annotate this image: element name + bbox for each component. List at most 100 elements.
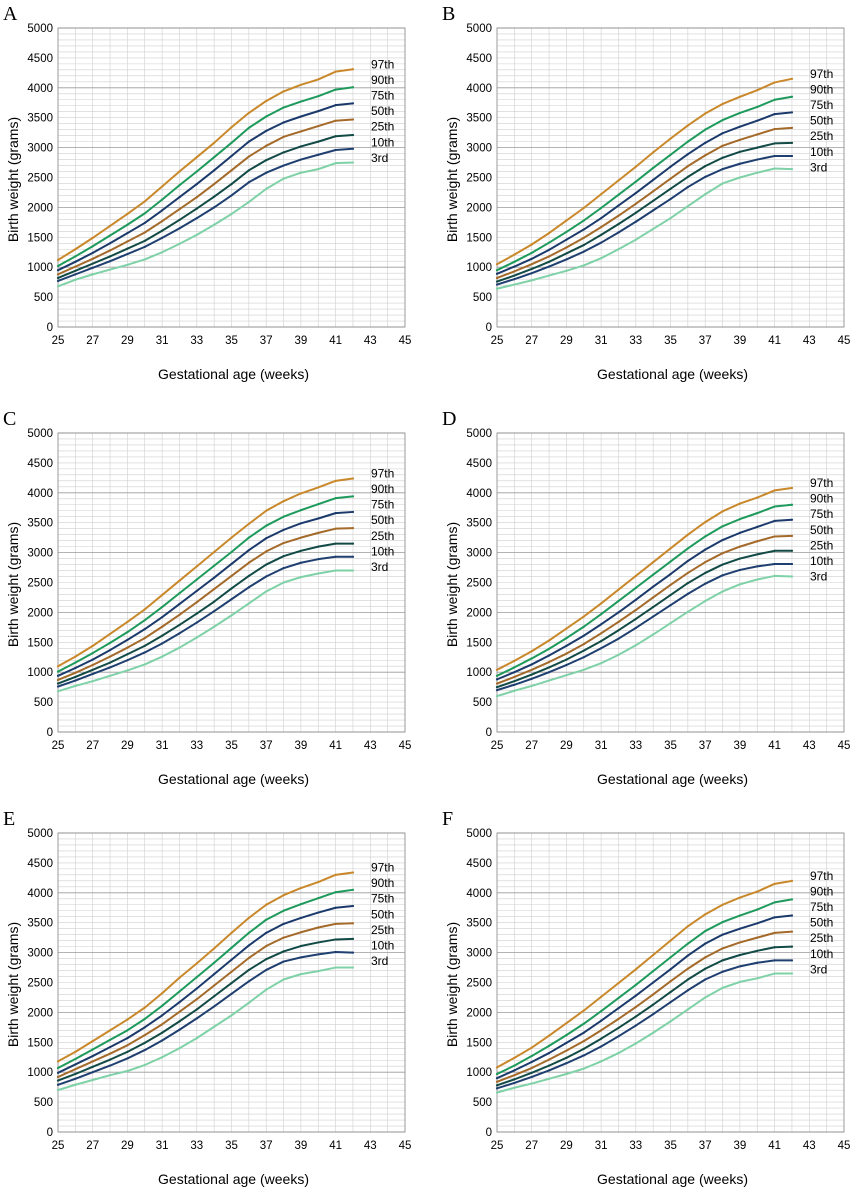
data-point-97th: [600, 995, 603, 998]
data-point-50th: [565, 1049, 568, 1052]
data-point-90th: [513, 1064, 516, 1067]
y-tick-label: 1500: [27, 637, 53, 649]
data-point-90th: [74, 661, 77, 664]
data-point-50th: [334, 922, 337, 925]
data-point-90th: [91, 245, 94, 248]
data-point-3rd: [773, 167, 776, 170]
data-point-75th: [617, 611, 620, 614]
x-tick-label: 39: [734, 740, 747, 752]
data-point-75th: [634, 191, 637, 195]
data-point-50th: [56, 1075, 60, 1079]
data-point-3rd: [790, 168, 794, 171]
data-point-90th: [265, 115, 268, 118]
data-point-10th: [74, 679, 77, 682]
chart-panel-e: E 0 500 1000 1500 2000 2500 3000 3500 4000 4500 500…: [0, 805, 420, 1200]
data-point-97th: [56, 258, 60, 262]
data-point-25th: [178, 1020, 181, 1023]
data-point-25th: [56, 276, 60, 280]
data-point-50th: [230, 169, 233, 172]
data-point-97th: [565, 627, 568, 630]
data-point-90th: [230, 550, 233, 554]
series-90th-group: [56, 888, 355, 1070]
series-97th-group: [495, 77, 794, 266]
data-point-90th: [704, 535, 707, 538]
x-tick-label: 45: [399, 1140, 412, 1152]
data-point-25th: [247, 574, 250, 578]
panel-letter: B: [442, 3, 455, 25]
x-tick-label: 37: [260, 1140, 273, 1152]
data-point-97th: [704, 913, 707, 916]
series-line-3rd: [57, 569, 354, 693]
data-point-25th: [351, 133, 355, 137]
data-point-3rd: [704, 599, 707, 603]
y-tick-label: 3500: [466, 918, 492, 930]
series-line-3rd: [496, 167, 793, 290]
data-point-97th: [56, 665, 60, 668]
data-point-3rd: [582, 264, 585, 267]
x-tick-label: 45: [399, 335, 412, 347]
y-tick-label: 500: [473, 1097, 492, 1109]
x-tick-label: 41: [768, 335, 781, 347]
data-point-90th: [213, 156, 216, 159]
y-tick-label: 1500: [466, 637, 492, 649]
data-point-75th: [91, 251, 94, 254]
data-point-50th: [299, 931, 302, 934]
data-point-10th: [334, 555, 337, 558]
data-point-25th: [299, 145, 302, 148]
data-point-90th: [773, 98, 776, 101]
data-point-97th: [282, 90, 285, 93]
data-point-97th: [282, 500, 285, 503]
data-point-25th: [600, 1037, 603, 1040]
data-point-25th: [773, 142, 776, 145]
y-tick-label: 1000: [466, 1067, 492, 1079]
data-point-97th: [195, 962, 198, 965]
data-point-50th: [178, 208, 181, 211]
data-point-97th: [247, 111, 250, 115]
data-point-50th: [91, 257, 94, 260]
series-line-90th: [496, 898, 793, 1075]
series-line-25th: [496, 945, 793, 1087]
data-point-90th: [721, 118, 724, 122]
data-point-97th: [513, 1056, 516, 1059]
data-point-97th: [143, 608, 146, 611]
data-point-75th: [161, 616, 164, 619]
data-point-75th: [143, 1026, 146, 1029]
data-point-97th: [669, 939, 672, 942]
data-point-75th: [513, 265, 516, 268]
data-point-10th: [195, 1017, 198, 1020]
data-point-75th: [299, 916, 302, 920]
data-point-25th: [582, 649, 585, 652]
data-point-75th: [652, 585, 655, 588]
series-90th-group: [56, 495, 355, 673]
series-line-75th: [496, 518, 793, 681]
data-point-90th: [126, 631, 129, 634]
data-point-10th: [756, 158, 759, 161]
series-label-90th: 90th: [371, 482, 394, 496]
x-tick-label: 25: [491, 1140, 504, 1152]
data-point-25th: [600, 233, 603, 237]
data-point-90th: [143, 1017, 146, 1021]
series-label-90th: 90th: [371, 73, 394, 87]
data-point-75th: [600, 217, 603, 220]
data-point-90th: [195, 976, 198, 979]
data-point-50th: [495, 276, 499, 280]
series-line-97th: [57, 871, 354, 1063]
data-point-97th: [686, 925, 689, 928]
data-point-10th: [738, 965, 741, 968]
data-point-97th: [495, 263, 499, 266]
data-point-97th: [530, 243, 533, 246]
data-point-97th: [530, 650, 533, 653]
data-point-97th: [582, 206, 585, 210]
data-point-3rd: [282, 581, 285, 584]
data-point-90th: [265, 524, 268, 527]
data-point-50th: [738, 138, 741, 141]
series-75th-group: [56, 102, 355, 272]
series-label-50th: 50th: [371, 907, 394, 921]
data-point-90th: [530, 657, 533, 660]
data-point-3rd: [126, 263, 129, 266]
data-point-75th: [56, 1071, 60, 1074]
series-line-25th: [496, 141, 793, 283]
data-point-3rd: [230, 614, 233, 617]
data-point-90th: [513, 260, 516, 263]
data-point-97th: [617, 588, 620, 591]
